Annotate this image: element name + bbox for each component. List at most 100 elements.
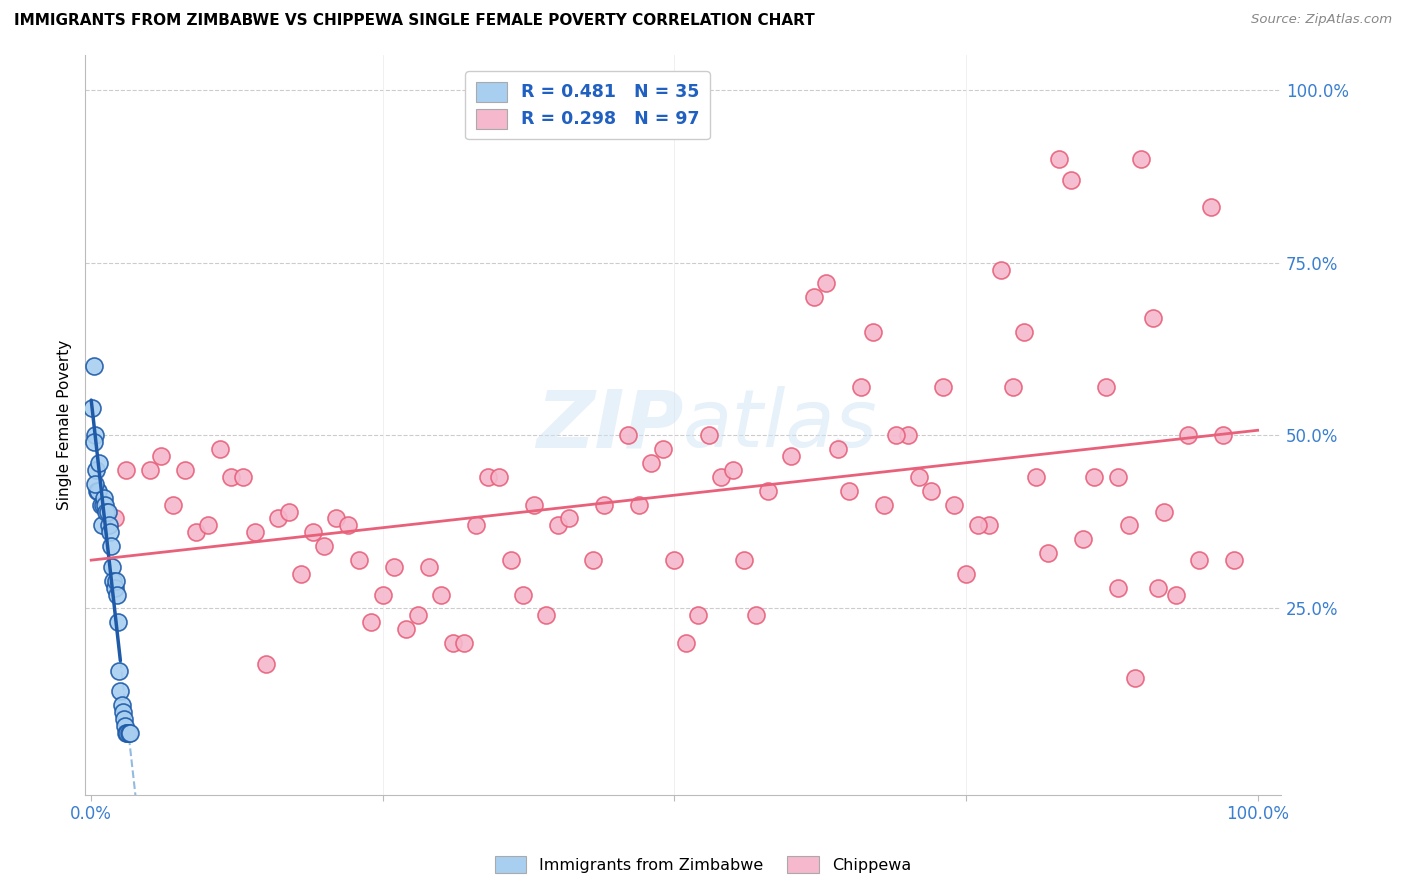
Point (1153, 504, 1175, 518)
Point (1001, 380, 1024, 394)
Point (173, 463, 195, 477)
Point (780, 449, 803, 463)
Point (756, 483, 779, 498)
Point (115, 726, 138, 740)
Point (243, 525, 266, 540)
Point (108, 664, 131, 678)
Point (1071, 532, 1094, 546)
Point (254, 657, 277, 671)
Point (815, 277, 838, 291)
Point (208, 442, 231, 457)
Point (616, 428, 638, 442)
Point (384, 559, 406, 574)
Point (103, 581, 125, 595)
Point (197, 518, 219, 533)
Point (884, 428, 907, 442)
Point (110, 684, 132, 698)
Point (94, 498, 117, 512)
Point (664, 553, 686, 567)
Point (219, 470, 242, 484)
Point (897, 428, 920, 442)
Point (873, 498, 896, 512)
Point (138, 463, 160, 477)
Point (162, 498, 184, 512)
Text: ZIP: ZIP (536, 386, 683, 464)
Point (943, 498, 966, 512)
Point (83, 435, 105, 450)
Point (115, 463, 138, 477)
Point (301, 525, 323, 540)
Point (803, 290, 825, 304)
Point (1118, 518, 1140, 533)
Point (710, 470, 733, 484)
Point (325, 511, 347, 525)
Point (104, 574, 127, 588)
Legend: Immigrants from Zimbabwe, Chippewa: Immigrants from Zimbabwe, Chippewa (488, 849, 918, 880)
Point (1014, 325, 1036, 339)
Point (1047, 152, 1070, 166)
Point (1123, 671, 1146, 685)
Point (278, 504, 301, 518)
Point (118, 726, 141, 740)
Point (83, 476, 105, 491)
Point (1036, 546, 1059, 560)
Point (1060, 172, 1083, 186)
Point (1147, 581, 1170, 595)
Text: IMMIGRANTS FROM ZIMBABWE VS CHIPPEWA SINGLE FEMALE POVERTY CORRELATION CHART: IMMIGRANTS FROM ZIMBABWE VS CHIPPEWA SIN… (14, 13, 815, 29)
Point (430, 588, 453, 602)
Point (582, 553, 605, 567)
Point (100, 539, 122, 553)
Point (1177, 428, 1199, 442)
Point (82, 401, 104, 415)
Point (84, 463, 107, 477)
Point (1188, 553, 1211, 567)
Point (547, 518, 569, 533)
Point (1223, 553, 1246, 567)
Point (721, 463, 744, 477)
Point (96, 504, 118, 518)
Point (103, 574, 125, 588)
Point (908, 470, 931, 484)
Point (1107, 470, 1129, 484)
Point (110, 698, 132, 713)
Point (112, 712, 135, 726)
Point (93, 491, 115, 505)
Point (336, 518, 359, 533)
Point (314, 539, 336, 553)
Point (418, 559, 440, 574)
Point (1142, 310, 1164, 325)
Point (920, 483, 942, 498)
Point (105, 588, 128, 602)
Point (232, 470, 254, 484)
Y-axis label: Single Female Poverty: Single Female Poverty (58, 340, 72, 510)
Point (395, 622, 418, 636)
Point (862, 325, 884, 339)
Point (1130, 152, 1153, 166)
Point (267, 511, 290, 525)
Point (966, 518, 988, 533)
Point (89, 456, 111, 470)
Point (838, 483, 860, 498)
Point (699, 428, 721, 442)
Point (186, 525, 208, 540)
Point (990, 262, 1012, 277)
Point (1107, 581, 1129, 595)
Point (83, 428, 105, 442)
Point (86, 483, 108, 498)
Point (512, 588, 534, 602)
Point (91, 498, 114, 512)
Point (406, 608, 429, 623)
Text: atlas: atlas (683, 386, 877, 464)
Point (349, 553, 371, 567)
Point (1212, 428, 1234, 442)
Text: Source: ZipAtlas.com: Source: ZipAtlas.com (1251, 13, 1392, 27)
Point (90, 518, 112, 533)
Point (98, 525, 121, 540)
Point (827, 442, 849, 457)
Point (1083, 470, 1105, 484)
Point (96, 504, 118, 518)
Point (101, 559, 124, 574)
Point (1025, 470, 1047, 484)
Point (117, 726, 139, 740)
Point (675, 636, 697, 650)
